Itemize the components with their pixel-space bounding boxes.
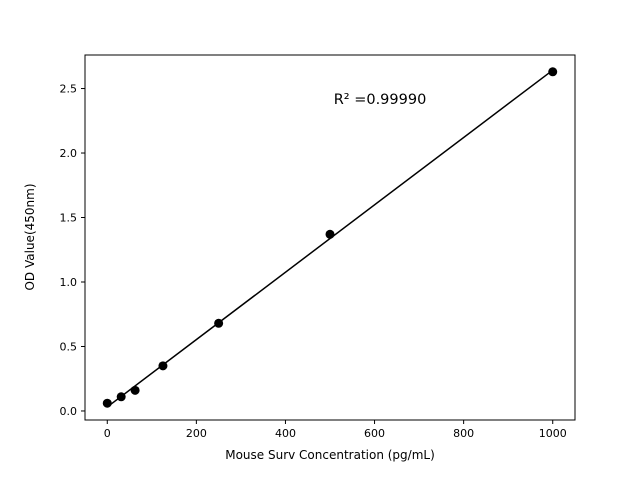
y-tick-label: 2.0 xyxy=(60,147,78,160)
y-axis-label: OD Value(450nm) xyxy=(23,183,37,291)
y-tick-label: 2.5 xyxy=(60,83,78,96)
r-squared-annotation: R² =0.99990 xyxy=(333,92,427,108)
data-point xyxy=(158,361,168,371)
y-tick-label: 1.0 xyxy=(60,276,78,289)
data-point xyxy=(548,67,558,77)
x-tick-label: 600 xyxy=(364,427,385,440)
y-tick-label: 0.5 xyxy=(60,340,78,353)
data-point xyxy=(214,318,224,328)
x-tick-label: 400 xyxy=(275,427,296,440)
x-axis-label: Mouse Surv Concentration (pg/mL) xyxy=(225,448,435,462)
x-tick-label: 0 xyxy=(104,427,111,440)
y-tick-label: 1.5 xyxy=(60,212,78,225)
data-point xyxy=(102,398,112,408)
plot-frame xyxy=(84,54,576,421)
x-tick-label: 200 xyxy=(186,427,207,440)
x-tick-label: 800 xyxy=(453,427,474,440)
x-tick-label: 1000 xyxy=(539,427,567,440)
data-point xyxy=(325,229,335,239)
data-point xyxy=(130,385,140,395)
y-tick-label: 0.0 xyxy=(60,405,78,418)
data-point xyxy=(116,392,126,402)
